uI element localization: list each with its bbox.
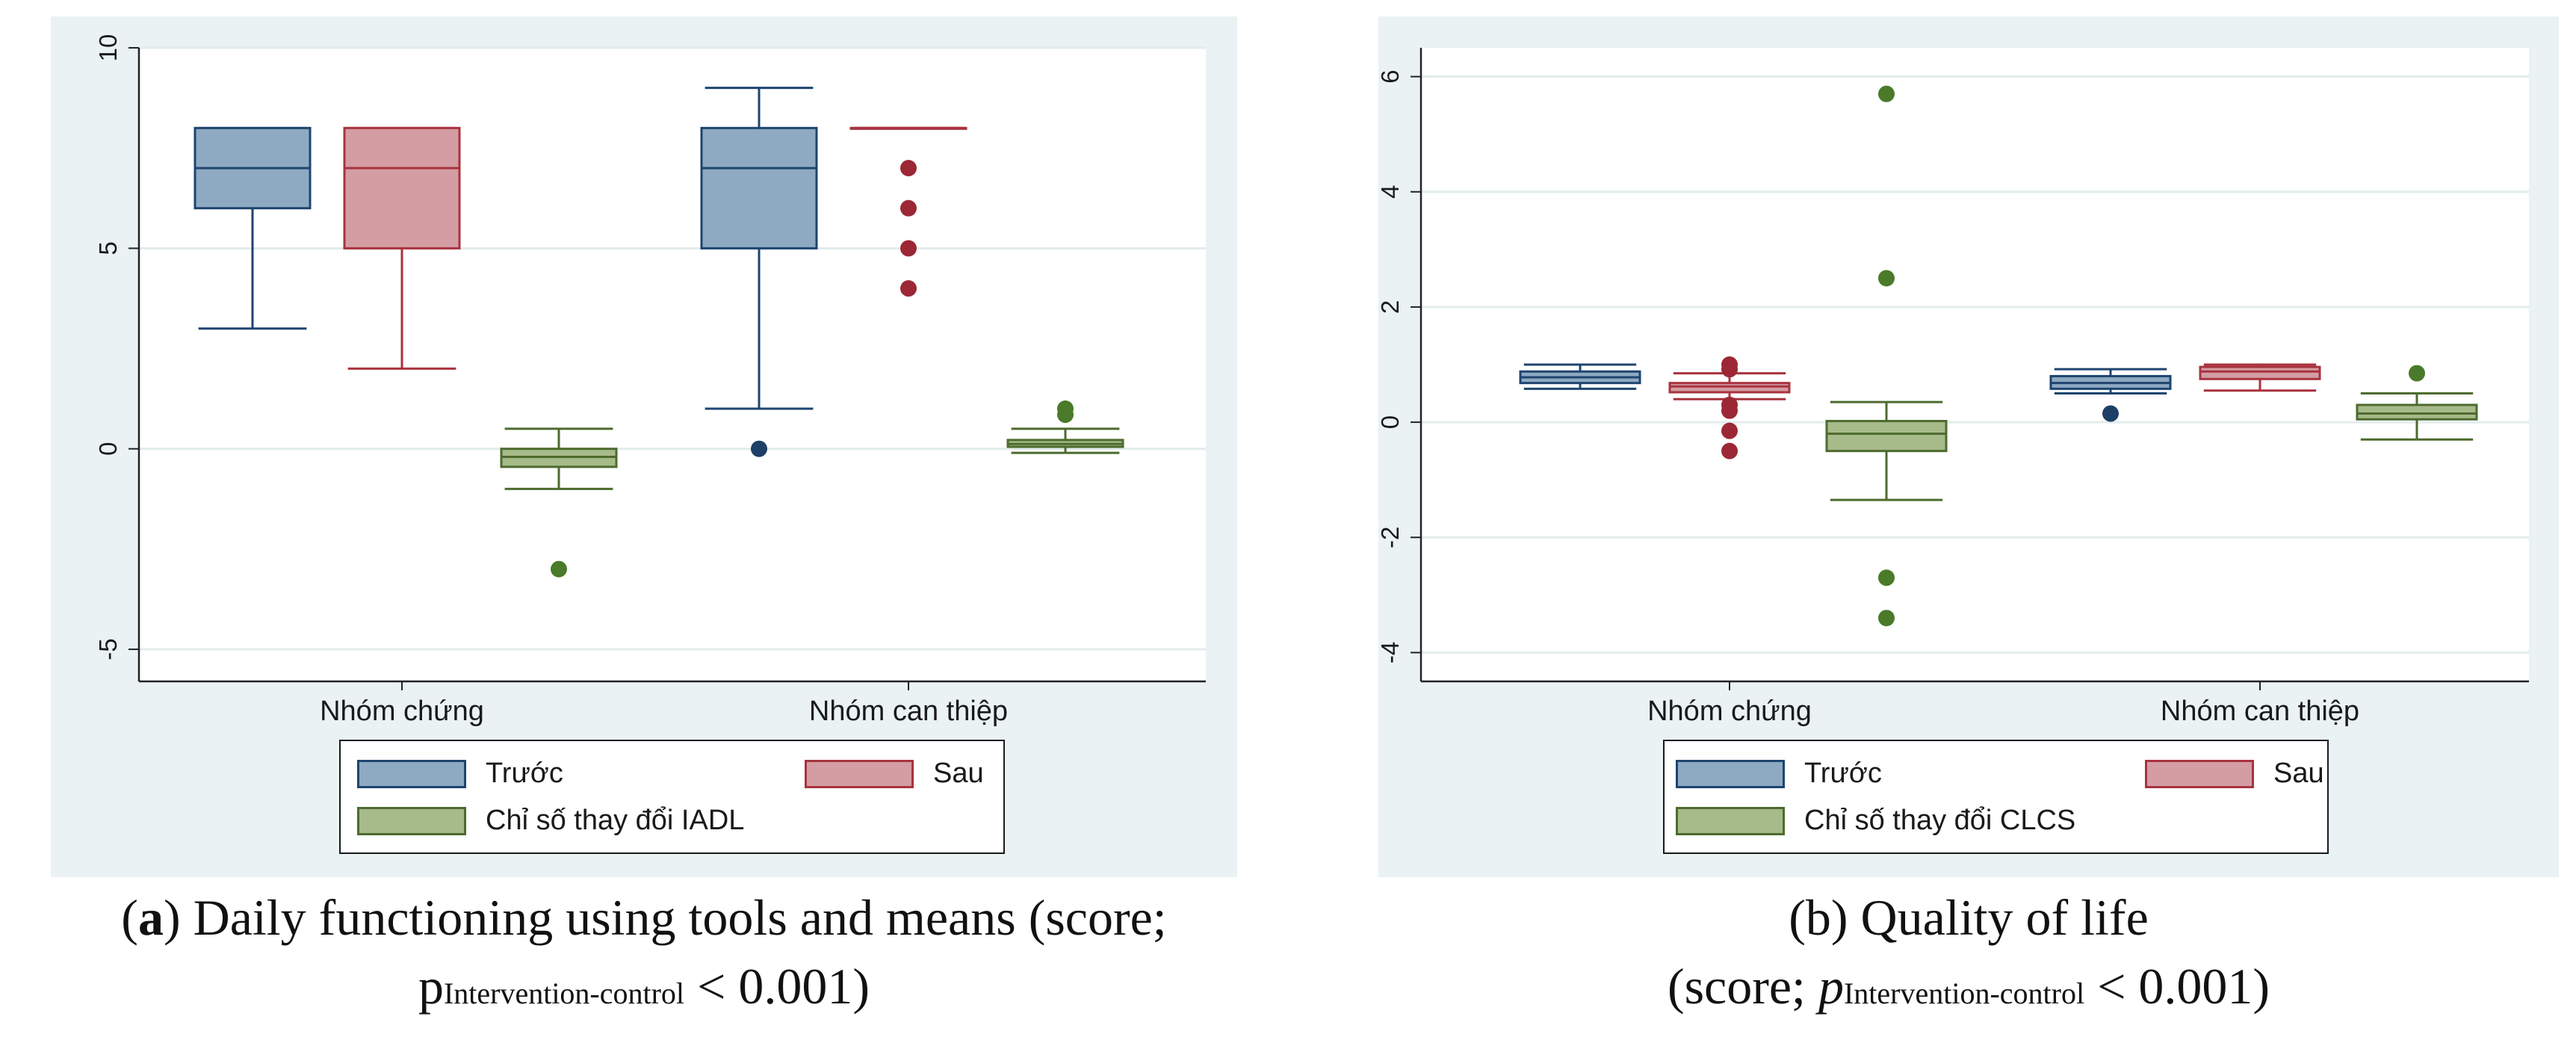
caption-a-line1: (a) Daily functioning using tools and me… [121, 889, 1167, 946]
box-change-group0-outlier [1878, 270, 1895, 287]
legend-a: Trước Sau Chỉ số thay đổi IADL [339, 740, 1005, 854]
legend-b-change: Chỉ số thay đổi CLCS [1676, 805, 2075, 837]
y-tick-label: 0 [1376, 415, 1404, 429]
legend-b-after: Sau [2145, 758, 2324, 790]
caption-b-sub: Intervention-control [1843, 977, 2085, 1010]
legend-label-after: Sau [2273, 758, 2324, 789]
box-change-group0-iqr [1825, 420, 1948, 453]
box-change-group1-outlier [1057, 406, 1074, 424]
caption-a-p: p [418, 958, 444, 1015]
chart-b-plot: -4 -2 0 2 4 6 Nhóm chứng Nhóm can thiệp [1376, 48, 2529, 727]
y-tick-label: 2 [1376, 300, 1404, 314]
legend-label-after: Sau [933, 758, 984, 789]
y-tick-label: 10 [94, 34, 122, 62]
x-tick-label: Nhóm can thiệp [2161, 696, 2359, 727]
legend-label-before: Trước [1804, 758, 1882, 789]
x-tick-label: Nhóm chứng [1647, 696, 1812, 727]
legend-label-before: Trước [486, 758, 563, 789]
legend-b-before: Trước [1676, 758, 1882, 790]
caption-b-text: Quality of life [1860, 889, 2149, 946]
box-after-group1-outlier [900, 199, 917, 217]
caption-a-label: a [137, 889, 164, 946]
legend-b: Trước Sau Chỉ số thay đổi CLCS [1663, 740, 2329, 854]
caption-a-sub: Intervention-control [443, 977, 685, 1010]
caption-b-open: (score; [1667, 958, 1806, 1015]
box-change-group0-outlier [1878, 85, 1895, 102]
x-tick-label: Nhóm chứng [320, 696, 484, 727]
legend-swatch-before [357, 759, 466, 788]
box-after-group0-iqr [343, 126, 461, 250]
legend-swatch-after [805, 759, 914, 788]
y-tick-label: -4 [1376, 642, 1404, 663]
legend-label-change: Chỉ số thay đổi IADL [486, 805, 745, 836]
panel-b: -4 -2 0 2 4 6 Nhóm chứng Nhóm can thiệp Trước S… [1376, 16, 2559, 877]
caption-a-text: Daily functioning using tools and means … [193, 889, 1167, 946]
y-tick-label: 6 [1376, 69, 1404, 83]
box-before-group1-iqr [700, 126, 818, 250]
box-change-group0-outlier [1878, 569, 1895, 587]
legend-a-after: Sau [805, 758, 984, 790]
box-after-group0-outlier [1721, 422, 1738, 439]
box-change-group0-outlier [551, 560, 567, 578]
box-change-group0-outlier [1878, 610, 1895, 627]
plot-area [139, 48, 1206, 681]
box-change-group1-iqr [2356, 403, 2478, 421]
box-before-group1-outlier [751, 440, 767, 457]
caption-b-label: b [1805, 889, 1831, 946]
legend-swatch-before [1676, 759, 1785, 788]
x-tick-label: Nhóm can thiệp [809, 696, 1008, 727]
box-change-group1-outlier [2409, 365, 2425, 382]
legend-swatch-change [357, 806, 466, 835]
box-after-group0-outlier [1721, 442, 1738, 459]
caption-a-line2: pIntervention-control < 0.001) [9, 952, 1279, 1028]
legend-swatch-change [1676, 806, 1785, 835]
y-tick-label: 0 [94, 442, 122, 456]
caption-a-tail: < 0.001) [697, 958, 870, 1015]
legend-a-before: Trước [357, 758, 563, 790]
caption-b-line1: (b) Quality of life [1789, 889, 2149, 946]
box-after-group1-outlier [900, 160, 917, 177]
box-before-group1-outlier [2102, 405, 2119, 422]
caption-b-p: p [1818, 958, 1844, 1015]
box-after-group1-iqr [2199, 365, 2321, 380]
box-after-group1-outlier [900, 280, 917, 297]
box-after-group0-outlier [1721, 361, 1738, 378]
y-tick-label: 4 [1376, 185, 1404, 199]
caption-b: (b) Quality of life (score; pInterventio… [1352, 883, 2576, 1028]
caption-b-tail: < 0.001) [2097, 958, 2270, 1015]
panel-a: -5 0 5 10 Nhóm chứng Nhóm can thiệp Trước Sau… [51, 16, 1237, 877]
caption-b-line2: (score; pIntervention-control < 0.001) [1352, 952, 2576, 1028]
y-tick-label: -2 [1376, 527, 1404, 548]
y-tick-label: -5 [94, 638, 122, 660]
y-tick-label: 5 [94, 241, 122, 255]
legend-a-change: Chỉ số thay đổi IADL [357, 805, 744, 837]
legend-swatch-after [2145, 759, 2254, 788]
box-after-group0-iqr [1668, 382, 1791, 394]
caption-a: (a) Daily functioning using tools and me… [9, 883, 1279, 1028]
box-after-group0-outlier [1721, 402, 1738, 419]
box-after-group1-outlier [900, 240, 917, 257]
legend-label-change: Chỉ số thay đổi CLCS [1804, 805, 2076, 836]
chart-a-plot: -5 0 5 10 Nhóm chứng Nhóm can thiệp [94, 34, 1206, 727]
